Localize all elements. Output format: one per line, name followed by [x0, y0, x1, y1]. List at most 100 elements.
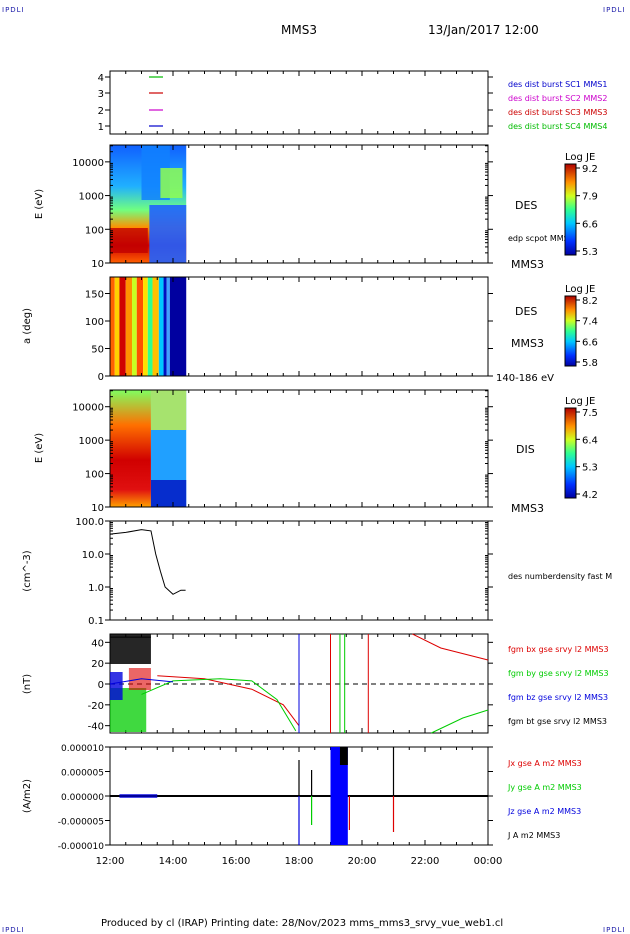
dis-energy-colorbar-label: 6.4	[582, 435, 598, 446]
dis-energy-colorbar-label: 4.2	[582, 490, 598, 501]
burst-ytick-label: 1	[98, 122, 104, 133]
dis-energy-ytick-label: 100	[85, 470, 104, 481]
des-energy-sc-label: MMS3	[511, 258, 544, 271]
des-energy-ytick-label: 100	[85, 225, 104, 236]
current-legend-item: Jy gse A m2 MMS3	[507, 783, 582, 792]
spacecraft-title: MMS3	[281, 23, 317, 37]
des-energy-colorbar-label: 5.3	[582, 247, 598, 258]
corner-mark-bottom-left: IPDLI	[2, 926, 25, 934]
dis-energy-label: DIS	[516, 443, 535, 456]
des-pitch-spectrogram-cell	[110, 277, 115, 376]
des-pitch-spectrogram-cell	[132, 277, 137, 376]
des-energy-ylabel: E (eV)	[34, 189, 45, 219]
current-xtick-label: 12:00	[96, 856, 125, 867]
current-jz-burst	[330, 747, 348, 845]
des-energy-ytick-label: 1000	[79, 192, 104, 203]
des-pitch-colorbar-label: 5.8	[582, 358, 598, 369]
bfield-series-2	[109, 678, 174, 685]
density-panel	[109, 520, 489, 621]
current-xtick-label: 18:00	[285, 856, 314, 867]
des-pitch-spectrogram-cell	[119, 277, 126, 376]
burst-legend-item: des dist burst SC4 MMS4	[508, 122, 607, 131]
dis-energy-spectrogram-cell	[150, 480, 187, 507]
current-xtick-label: 22:00	[411, 856, 440, 867]
dis-energy-spectrogram-cell	[150, 390, 187, 430]
des-pitch-spectrogram-cell	[158, 277, 164, 376]
bfield-by-late	[431, 709, 489, 734]
bfield-ytick-label: 20	[91, 659, 104, 670]
bfield-legend-item: fgm bt gse srvy l2 MMS3	[508, 717, 607, 726]
current-legend-item: J A m2 MMS3	[507, 831, 560, 840]
des-pitch-ytick-label: 100	[85, 317, 104, 328]
density-line	[109, 529, 186, 595]
bfield-legend-item: fgm bz gse srvy l2 MMS3	[508, 693, 608, 702]
dis-energy-colorbar-title: Log JE	[565, 396, 595, 407]
bfield-ylabel: (nT)	[22, 674, 33, 694]
burst-ytick-label: 4	[98, 73, 104, 84]
dis-energy-sc-label: MMS3	[511, 502, 544, 515]
bfield-bz-noise	[110, 672, 123, 700]
density-ylabel: (cm^-3)	[22, 550, 33, 591]
bfield-bx-late	[412, 633, 489, 661]
bfield-ytick-label: -20	[88, 701, 104, 712]
burst-legend-item: des dist burst SC2 MMS2	[508, 94, 607, 103]
burst-ytick-label: 3	[98, 89, 104, 100]
des-pitch-colorbar-label: 8.2	[582, 296, 598, 307]
burst-legend-item: des dist burst SC3 MMS3	[508, 108, 607, 117]
des-energy-colorbar	[564, 163, 577, 256]
current-xtick-label: 00:00	[474, 856, 503, 867]
dis-energy-colorbar-label: 7.5	[582, 408, 598, 419]
dis-energy-colorbar-label: 5.3	[582, 463, 598, 474]
density-legend: des numberdensity fast M	[508, 572, 612, 581]
current-ylabel: (A/m2)	[22, 779, 33, 813]
current-ytick-label: 0.000000	[61, 793, 104, 803]
des-pitch-colorbar-title: Log JE	[565, 284, 595, 295]
des-pitch-spectrogram-cell	[125, 277, 133, 376]
current-xtick-label: 20:00	[348, 856, 377, 867]
density-ytick-label: 100.0	[75, 517, 104, 528]
corner-mark-top-right: IPDLI	[603, 6, 626, 14]
burst-panel	[109, 70, 489, 135]
bfield-bt-noise	[110, 634, 151, 664]
current-j-burst	[339, 747, 348, 765]
des-pitch-colorbar	[564, 295, 577, 367]
density-ytick-label: 0.1	[88, 616, 104, 627]
burst-ytick-label: 2	[98, 106, 104, 117]
des-energy-colorbar-label: 6.6	[582, 219, 598, 230]
des-energy-spectrogram-cell	[149, 205, 187, 263]
datetime-title: 13/Jan/2017 12:00	[428, 23, 539, 37]
des-pitch-ytick-label: 0	[98, 372, 104, 383]
des-pitch-spectrogram-cell	[114, 277, 120, 376]
des-energy-spectrogram-cell	[110, 228, 148, 253]
bfield-legend-item: fgm by gse srvy l2 MMS3	[508, 669, 609, 678]
current-legend-item: Jx gse A m2 MMS3	[507, 759, 582, 768]
bfield-series-0	[157, 675, 300, 727]
des-pitch-spectrogram-cell	[136, 277, 144, 376]
current-ytick-label: -0.000005	[58, 818, 104, 828]
current-xtick-label: 14:00	[159, 856, 188, 867]
dis-energy-colorbar	[564, 407, 577, 499]
density-ytick-label: 10.0	[82, 550, 104, 561]
des-energy-sublabel: edp scpot MMS3	[508, 234, 574, 243]
des-pitch-spectrogram-cell	[147, 277, 153, 376]
current-early-noise	[119, 794, 158, 798]
des-energy-ytick-label: 10	[91, 259, 104, 270]
des-pitch-colorbar-label: 7.4	[582, 317, 598, 328]
des-energy-ytick-label: 10000	[72, 158, 104, 169]
des-energy-colorbar-label: 7.9	[582, 192, 598, 203]
corner-mark-bottom-right: IPDLI	[603, 926, 626, 934]
dis-energy-ylabel: E (eV)	[34, 433, 45, 463]
des-pitch-spectrogram-cell	[163, 277, 167, 376]
des-pitch-spectrogram-cell	[152, 277, 159, 376]
density-ytick-label: 1.0	[88, 583, 104, 594]
current-ytick-label: 0.000005	[61, 769, 104, 779]
des-energy-colorbar-label: 9.2	[582, 164, 598, 175]
bfield-ytick-label: 0	[98, 680, 104, 691]
dis-energy-spectrogram	[110, 390, 151, 507]
des-pitch-sublabel: MMS3	[511, 337, 544, 350]
bfield-ytick-label: -40	[88, 722, 104, 733]
des-pitch-spectrogram-cell	[143, 277, 148, 376]
des-energy-colorbar-title: Log JE	[565, 152, 595, 163]
current-xtick-label: 16:00	[222, 856, 251, 867]
